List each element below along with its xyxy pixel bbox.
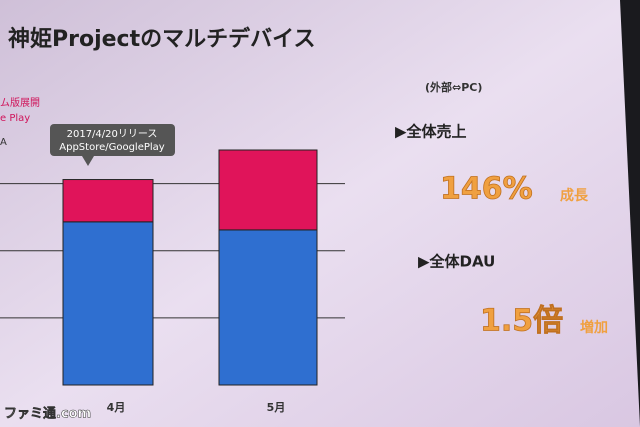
bar (218, 149, 318, 231)
title: 神姫Projectのマルチデバイス (8, 26, 315, 52)
bar (62, 179, 154, 223)
callout-pointer (82, 156, 94, 166)
callout-box (50, 124, 175, 156)
subtitle: (外部⇔PC) (425, 80, 482, 94)
legend-fragment: ム版展開 (0, 96, 40, 109)
bar (62, 221, 154, 386)
legend-fragment: e Play (0, 113, 30, 124)
stat-label: ▶全体売上 (395, 123, 467, 141)
stat-suffix: 増加 (580, 319, 608, 336)
stat-value: 146% (440, 172, 533, 207)
watermark: ファミ通.com (4, 406, 91, 422)
stat-label: ▶全体DAU (418, 253, 495, 271)
callout-text: AppStore/GooglePlay (59, 142, 165, 153)
bar (218, 229, 318, 386)
x-tick-label: 5月 (267, 401, 286, 414)
stat-value: 1.5倍 (480, 304, 563, 339)
callout-text: 2017/4/20リリース (67, 129, 158, 140)
x-tick-label: 4月 (107, 401, 126, 414)
legend-fragment: A (0, 137, 7, 148)
stat-suffix: 成長 (560, 187, 589, 204)
